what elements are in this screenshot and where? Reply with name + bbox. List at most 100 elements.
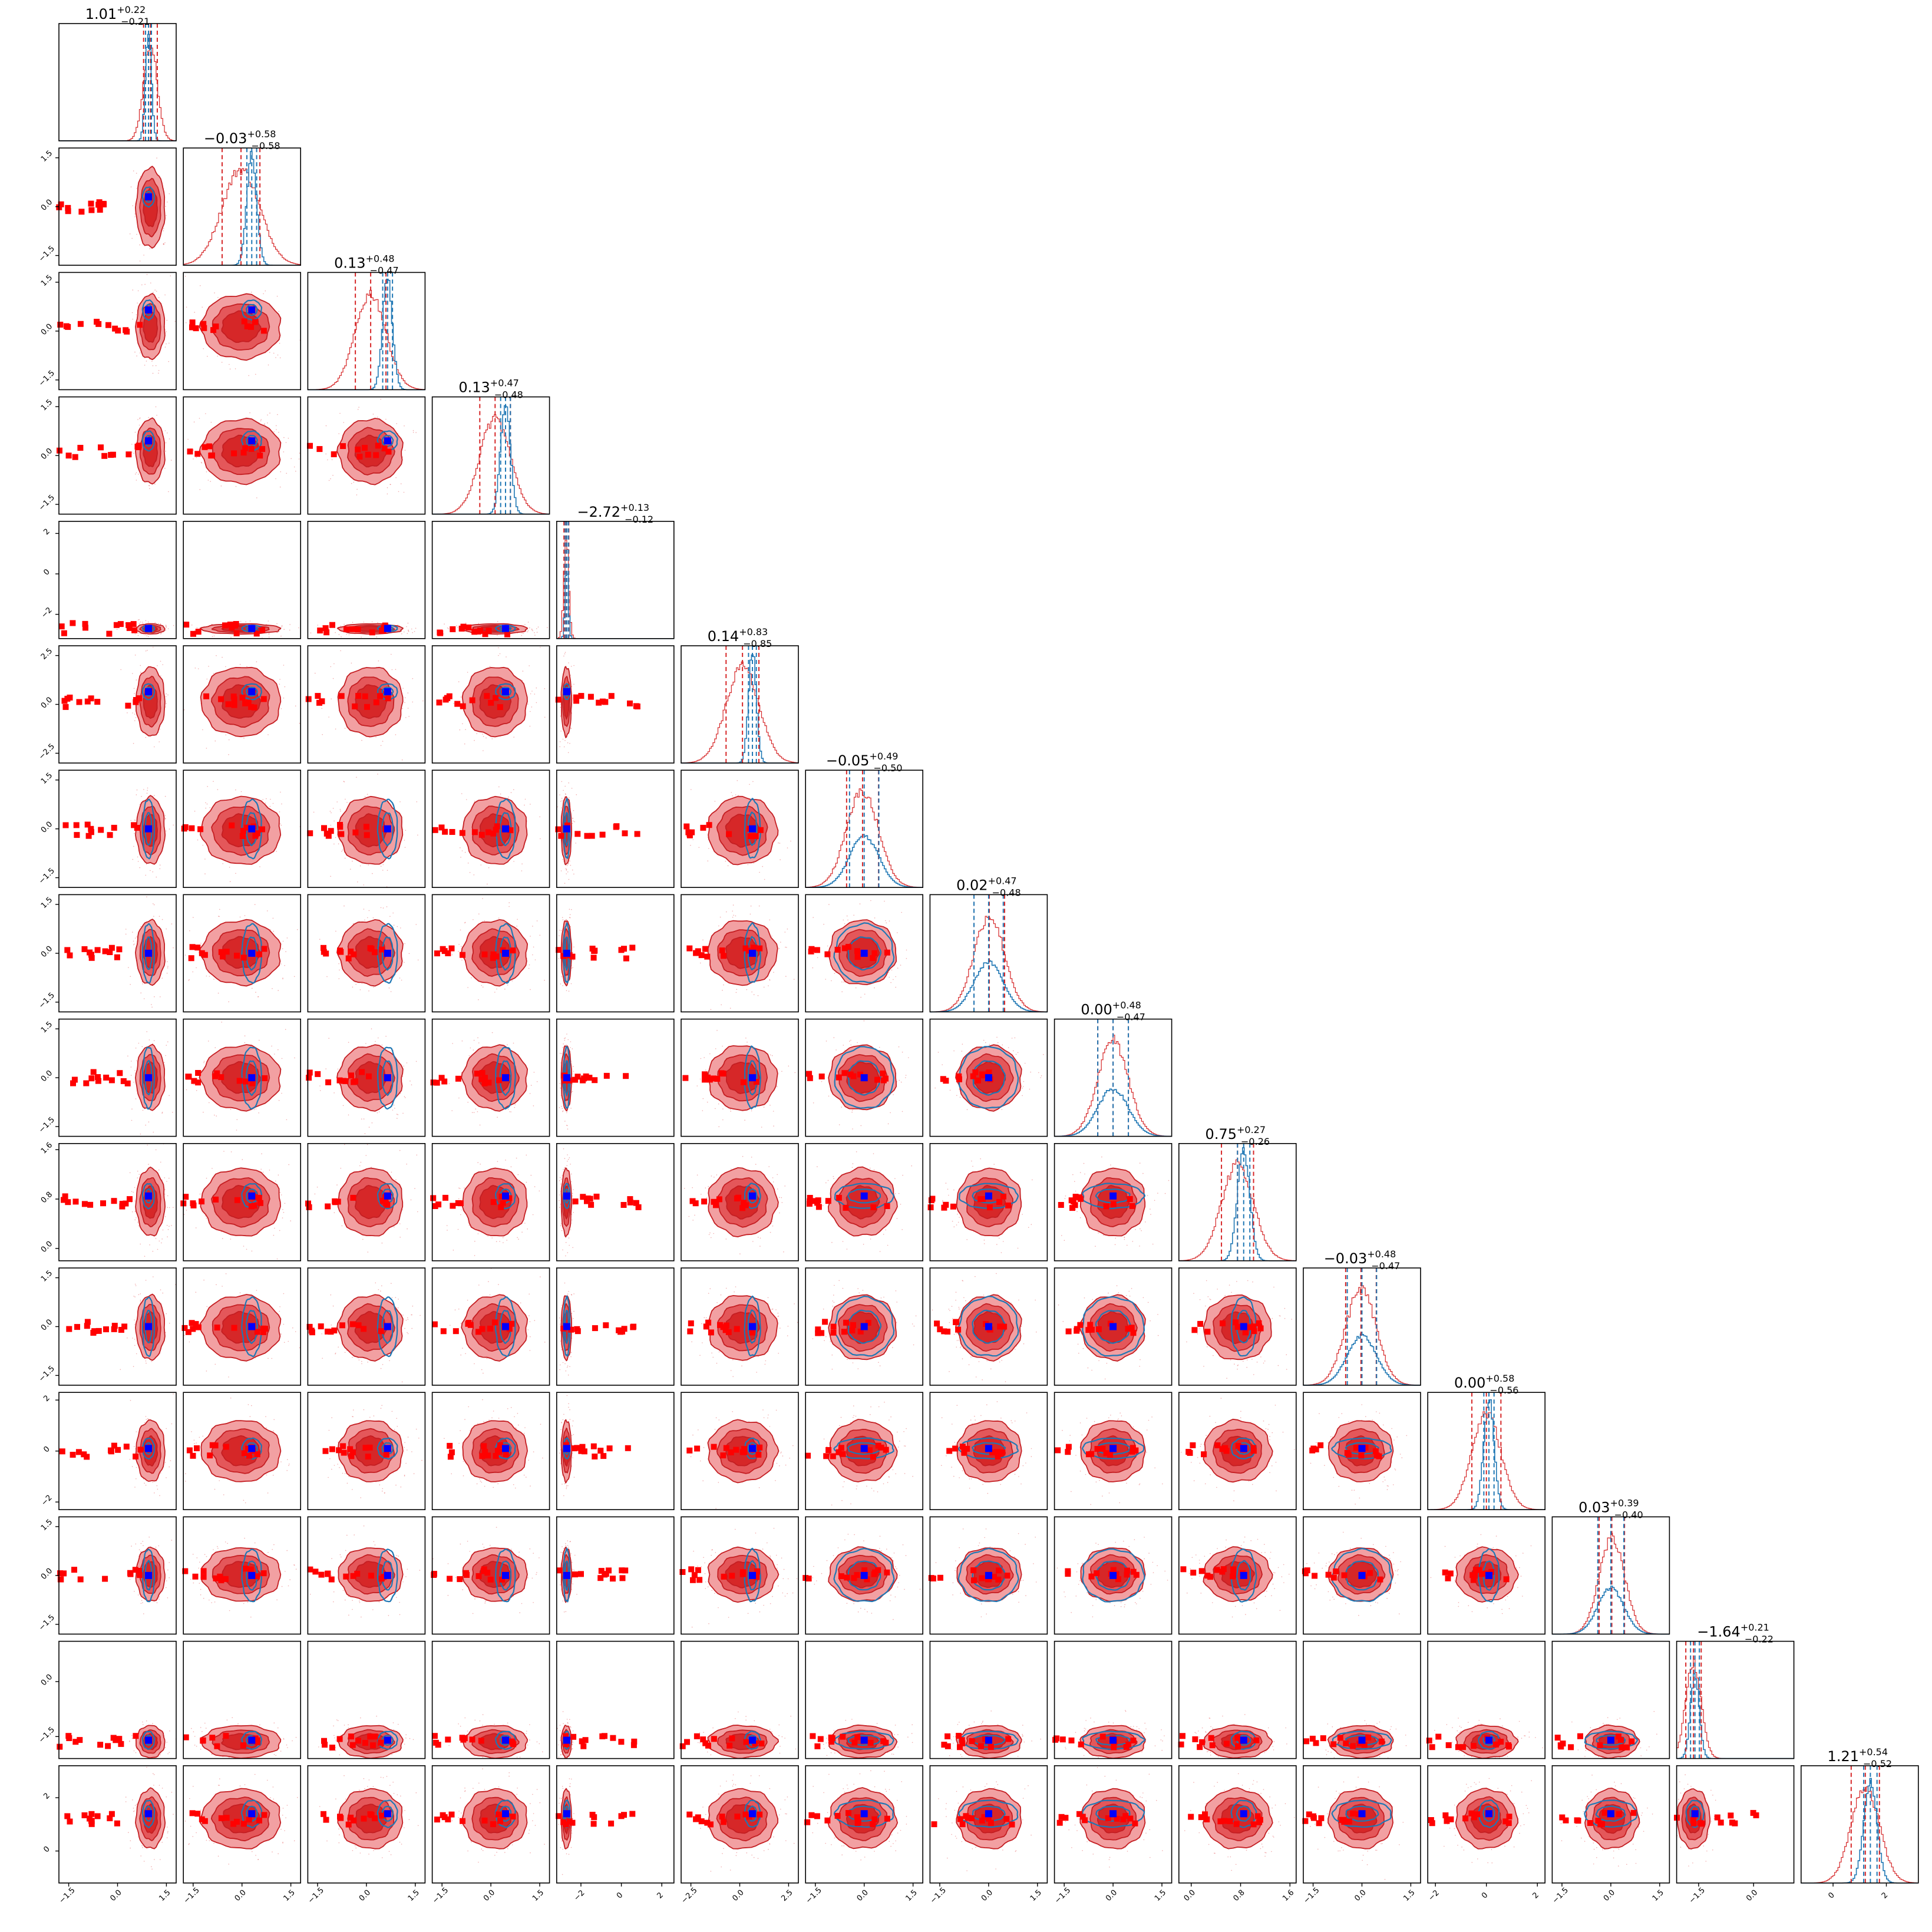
sample-point bbox=[130, 976, 131, 977]
sample-point bbox=[567, 752, 569, 754]
sample-point bbox=[160, 675, 161, 676]
sample-point bbox=[146, 635, 147, 636]
red-marker bbox=[352, 829, 359, 835]
y-tick-label: 0.0 bbox=[39, 447, 54, 461]
red-marker bbox=[107, 832, 113, 838]
sample-point bbox=[874, 917, 876, 919]
sample-point bbox=[483, 736, 484, 737]
sample-point bbox=[125, 929, 127, 930]
histogram-title: −0.03+0.58 −0.58 bbox=[204, 128, 280, 151]
sample-point bbox=[134, 720, 136, 721]
sample-point bbox=[203, 1061, 205, 1062]
red-marker bbox=[343, 626, 349, 633]
sample-point bbox=[773, 972, 774, 973]
truth-marker bbox=[860, 949, 868, 957]
sample-point bbox=[169, 828, 170, 830]
sample-point bbox=[162, 664, 164, 665]
panel-frame bbox=[681, 645, 799, 764]
y-tick-label: 0.0 bbox=[39, 1069, 54, 1084]
sample-point bbox=[140, 665, 141, 666]
sample-point bbox=[465, 729, 466, 730]
red-marker bbox=[367, 945, 374, 952]
sample-point bbox=[355, 983, 356, 985]
red-marker bbox=[459, 830, 465, 836]
sample-point bbox=[279, 357, 281, 359]
sample-point bbox=[271, 1045, 272, 1047]
sample-point bbox=[165, 206, 166, 207]
sample-point bbox=[847, 919, 848, 921]
sample-point bbox=[235, 789, 236, 791]
red-marker bbox=[854, 954, 861, 960]
sample-point bbox=[731, 792, 732, 793]
sample-point bbox=[339, 969, 340, 971]
red-marker bbox=[67, 952, 73, 959]
sample-point bbox=[141, 1046, 143, 1048]
sample-point bbox=[759, 871, 760, 873]
sample-point bbox=[467, 672, 468, 673]
sample-point bbox=[885, 920, 886, 922]
sample-point bbox=[404, 702, 405, 704]
sample-point bbox=[218, 916, 219, 917]
sample-point bbox=[484, 920, 486, 922]
sample-point bbox=[408, 953, 410, 955]
sample-point bbox=[562, 985, 563, 986]
sample-point bbox=[208, 1041, 209, 1042]
sample-point bbox=[204, 873, 206, 874]
red-marker bbox=[683, 823, 690, 830]
sample-point bbox=[402, 708, 403, 709]
red-marker bbox=[98, 444, 104, 451]
scatter-panel bbox=[555, 770, 675, 888]
sample-point bbox=[890, 982, 891, 983]
sample-point bbox=[340, 625, 341, 627]
sample-point bbox=[568, 782, 569, 784]
red-marker bbox=[726, 831, 732, 837]
sample-point bbox=[146, 896, 147, 897]
sample-point bbox=[243, 737, 245, 739]
red-marker bbox=[189, 319, 196, 326]
scatter-panel bbox=[307, 396, 426, 515]
red-marker bbox=[73, 822, 80, 828]
sample-point bbox=[561, 930, 562, 932]
truth-marker bbox=[145, 306, 153, 313]
sample-point bbox=[225, 666, 226, 668]
sample-point bbox=[137, 302, 138, 304]
sample-point bbox=[351, 483, 352, 484]
sample-point bbox=[400, 483, 402, 484]
sample-point bbox=[404, 697, 406, 698]
sample-point bbox=[158, 916, 160, 917]
truth-marker bbox=[501, 825, 509, 833]
sample-point bbox=[498, 786, 500, 788]
sample-point bbox=[160, 633, 161, 635]
sample-point bbox=[534, 635, 536, 636]
truth-marker bbox=[145, 688, 153, 695]
sample-point bbox=[708, 848, 709, 849]
sample-point bbox=[396, 1114, 398, 1115]
sample-point bbox=[161, 1112, 163, 1114]
sample-point bbox=[209, 1102, 210, 1104]
red-marker bbox=[88, 207, 95, 213]
sample-point bbox=[831, 980, 832, 982]
sample-point bbox=[732, 904, 734, 906]
sample-point bbox=[193, 1084, 195, 1085]
sample-point bbox=[333, 663, 335, 665]
sample-point bbox=[267, 910, 268, 911]
sample-point bbox=[173, 947, 174, 949]
sample-point bbox=[361, 636, 362, 638]
sample-point bbox=[560, 870, 562, 871]
sample-point bbox=[562, 738, 564, 740]
sample-point bbox=[566, 868, 567, 870]
sample-point bbox=[397, 926, 398, 927]
sample-point bbox=[146, 1031, 147, 1032]
sample-point bbox=[331, 698, 332, 699]
sample-point bbox=[201, 462, 203, 464]
sample-point bbox=[134, 714, 136, 715]
sample-point bbox=[823, 923, 824, 925]
sample-point bbox=[207, 355, 208, 357]
sample-point bbox=[846, 915, 848, 917]
sample-point bbox=[328, 1038, 329, 1039]
sample-point bbox=[207, 786, 209, 787]
y-tick-label: −2 bbox=[39, 606, 54, 620]
truth-marker bbox=[501, 688, 509, 695]
sample-point bbox=[167, 628, 169, 629]
sample-point bbox=[148, 485, 150, 486]
